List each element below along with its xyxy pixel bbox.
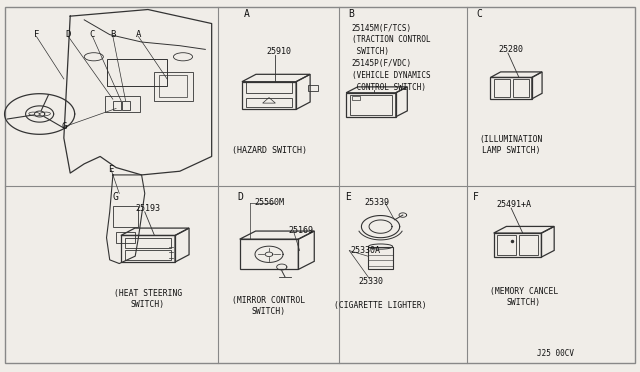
Text: G: G xyxy=(61,122,67,131)
Text: 25193: 25193 xyxy=(136,203,161,213)
Bar xyxy=(353,96,360,100)
Text: C: C xyxy=(476,9,482,19)
Text: 25910: 25910 xyxy=(266,47,291,56)
Text: E: E xyxy=(108,165,114,174)
Bar xyxy=(493,79,510,97)
Text: F: F xyxy=(473,192,479,202)
Text: A: A xyxy=(136,30,141,39)
Text: 25560M: 25560M xyxy=(254,198,284,207)
Bar xyxy=(122,101,130,110)
Text: 25330A: 25330A xyxy=(351,246,381,255)
Text: B: B xyxy=(110,30,116,39)
Text: C: C xyxy=(90,30,95,39)
Bar xyxy=(105,96,140,112)
Text: (MEMORY CANCEL
SWITCH): (MEMORY CANCEL SWITCH) xyxy=(490,287,558,307)
Text: (HEAT STEERING
SWITCH): (HEAT STEERING SWITCH) xyxy=(114,289,182,309)
Bar xyxy=(125,238,172,248)
Text: (MIRROR CONTROL
SWITCH): (MIRROR CONTROL SWITCH) xyxy=(232,296,305,316)
Bar xyxy=(350,95,392,115)
Text: (ILLUMINATION
LAMP SWITCH): (ILLUMINATION LAMP SWITCH) xyxy=(479,135,543,155)
Bar xyxy=(106,59,167,86)
Text: B: B xyxy=(349,9,355,19)
Bar xyxy=(116,232,135,243)
Bar xyxy=(513,79,529,97)
Text: E: E xyxy=(346,192,351,202)
Text: 25169: 25169 xyxy=(289,226,314,235)
Text: D: D xyxy=(66,30,71,39)
Bar xyxy=(159,75,188,97)
Bar xyxy=(113,101,120,110)
Bar xyxy=(154,71,193,101)
Text: 25491+A: 25491+A xyxy=(497,200,532,209)
Text: 25280: 25280 xyxy=(499,45,524,54)
Text: (HAZARD SWITCH): (HAZARD SWITCH) xyxy=(232,147,307,155)
Text: (CIGARETTE LIGHTER): (CIGARETTE LIGHTER) xyxy=(334,301,427,311)
Text: G: G xyxy=(113,192,119,202)
Text: J25 00CV: J25 00CV xyxy=(537,350,574,359)
Bar xyxy=(246,82,292,93)
Bar xyxy=(369,247,393,269)
Text: 25330: 25330 xyxy=(358,278,383,286)
Bar xyxy=(113,206,138,227)
Text: 25339: 25339 xyxy=(365,198,390,207)
Text: F: F xyxy=(34,30,39,39)
Text: D: D xyxy=(237,192,243,202)
Bar xyxy=(308,85,318,91)
Bar xyxy=(246,98,292,107)
Bar xyxy=(497,235,516,255)
Bar xyxy=(125,250,172,260)
Text: 25145M(F/TCS)
(TRACTION CONTROL
 SWITCH)
25145P(F/VDC)
(VEHICLE DYNAMICS
 CONTRO: 25145M(F/TCS) (TRACTION CONTROL SWITCH) … xyxy=(352,23,431,92)
Text: A: A xyxy=(244,9,250,19)
Bar xyxy=(520,235,538,255)
